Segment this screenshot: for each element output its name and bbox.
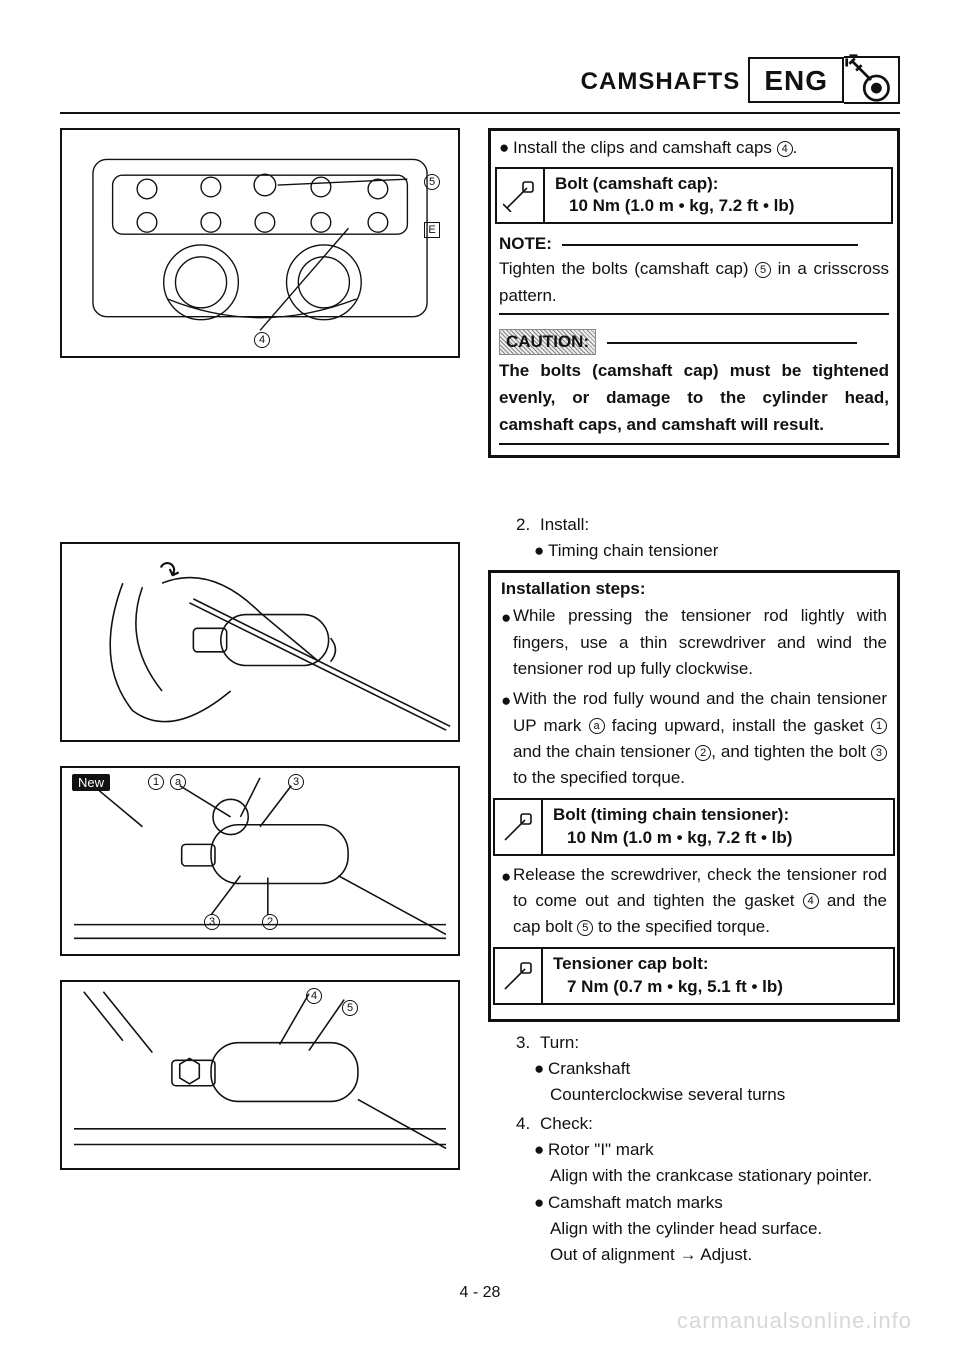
- torque-label: Tensioner cap bolt:: [553, 953, 783, 976]
- torque-icon: [497, 169, 545, 223]
- callout-4b: 4: [306, 988, 322, 1004]
- callout-1: 1: [148, 774, 164, 790]
- callout-3b: 3: [204, 914, 220, 930]
- caution: CAUTION: The bolts (camshaft cap) must b…: [499, 329, 889, 445]
- installation-steps-box: Installation steps: ● While pressing the…: [488, 570, 900, 1021]
- text: and the chain ten­sioner: [513, 742, 695, 761]
- install-head: Installation steps:: [501, 579, 887, 599]
- bullet-install-clips: ● Install the clips and camshaft caps 4.: [499, 135, 889, 161]
- callout-a: a: [170, 774, 186, 790]
- install-b2: ● With the rod fully wound and the chain…: [501, 686, 887, 791]
- text: to the speci­fied torque.: [593, 917, 770, 936]
- step-item: Crankshaft: [548, 1056, 630, 1082]
- text: , and tighten the bolt: [711, 742, 871, 761]
- ref-2: 2: [695, 745, 711, 761]
- figure-tensioner-wind: ↷: [60, 542, 460, 742]
- figure-camshaft-caps: 5 E 4: [60, 128, 460, 358]
- note: NOTE: Tighten the bolts (camshaft cap) 5…: [499, 234, 889, 315]
- step-num: 4.: [516, 1111, 540, 1137]
- step-num: 2.: [516, 512, 540, 538]
- header-rule: [60, 112, 900, 114]
- callout-3: 3: [288, 774, 304, 790]
- ref-4b: 4: [803, 893, 819, 909]
- step-item: Rotor "I" mark: [548, 1137, 654, 1163]
- caution-label: CAUTION:: [499, 329, 596, 355]
- step-item: Timing chain tensioner: [548, 538, 718, 564]
- engine-icon: [844, 56, 900, 104]
- step-sub: Out of alignment → Adjust.: [550, 1242, 900, 1268]
- callout-5: 5: [424, 174, 440, 190]
- page-header: CAMSHAFTS ENG: [581, 56, 900, 104]
- text: Tighten the bolts (camshaft cap): [499, 259, 755, 278]
- torque-chain-tensioner: Bolt (timing chain tensioner): 10 Nm (1.…: [493, 798, 895, 856]
- callout-5b: 5: [342, 1000, 358, 1016]
- torque-label: Bolt (camshaft cap):: [555, 173, 794, 196]
- new-badge: New: [72, 774, 110, 791]
- step-item: Camshaft match marks: [548, 1190, 723, 1216]
- ref-5b: 5: [577, 920, 593, 936]
- torque-value: 10 Nm (1.0 m • kg, 7.2 ft • lb): [555, 195, 794, 218]
- callout-4: 4: [254, 332, 270, 348]
- section-title: CAMSHAFTS: [581, 68, 741, 104]
- text: to the specified torque.: [513, 768, 685, 787]
- figures-column: 5 E 4 ↷: [60, 128, 460, 1269]
- callout-E: E: [424, 222, 440, 238]
- step-label: Check:: [540, 1114, 593, 1133]
- torque-value: 7 Nm (0.7 m • kg, 5.1 ft • lb): [553, 976, 783, 999]
- caution-body: The bolts (camshaft cap) must be tight­e…: [499, 357, 889, 439]
- torque-label: Bolt (timing chain tensioner):: [553, 804, 792, 827]
- page: CAMSHAFTS ENG: [0, 0, 960, 1358]
- note-label: NOTE:: [499, 234, 552, 254]
- watermark: carmanualsonline.info: [677, 1308, 912, 1334]
- callout-2: 2: [262, 914, 278, 930]
- step-label: Install:: [540, 515, 589, 534]
- text: While pressing the tensioner rod lightly…: [513, 603, 887, 682]
- ref-5: 5: [755, 262, 771, 278]
- torque-icon: [495, 949, 543, 1003]
- torque-icon: [495, 800, 543, 854]
- step-sub: Align with the crankcase stationary poin…: [550, 1163, 900, 1189]
- install-clips-block: ● Install the clips and camshaft caps 4.…: [488, 128, 900, 458]
- text: facing upward, install the gasket: [605, 716, 871, 735]
- step-3: 3.Turn: ●Crankshaft Counterclockwise sev…: [488, 1030, 900, 1109]
- install-b3: ● Release the screwdriver, check the ten…: [501, 862, 887, 941]
- step-label: Turn:: [540, 1033, 579, 1052]
- eng-badge: ENG: [748, 57, 844, 103]
- step-4: 4.Check: ●Rotor "I" mark Align with the …: [488, 1111, 900, 1269]
- figure-tensioner-install: New 1 a: [60, 766, 460, 956]
- step-2: 2.Install: ●Timing chain tensioner: [488, 512, 900, 565]
- page-number: 4 - 28: [0, 1284, 960, 1302]
- torque-cap-bolt: Tensioner cap bolt: 7 Nm (0.7 m • kg, 5.…: [493, 947, 895, 1005]
- step-sub: Counterclockwise several turns: [550, 1082, 900, 1108]
- ref-3: 3: [871, 745, 887, 761]
- ref-1: 1: [871, 718, 887, 734]
- install-b1: ● While pressing the tensioner rod light…: [501, 603, 887, 682]
- torque-value: 10 Nm (1.0 m • kg, 7.2 ft • lb): [553, 827, 792, 850]
- text: Install the clips and camshaft caps: [513, 138, 777, 157]
- ref-a: a: [589, 718, 605, 734]
- step-num: 3.: [516, 1030, 540, 1056]
- text-column: ● Install the clips and camshaft caps 4.…: [488, 128, 900, 1269]
- step-sub: Align with the cylinder head surface.: [550, 1216, 900, 1242]
- figure-cap-bolt: 4 5: [60, 980, 460, 1170]
- text: .: [793, 138, 798, 157]
- ref-4: 4: [777, 141, 793, 157]
- torque-camshaft-cap: Bolt (camshaft cap): 10 Nm (1.0 m • kg, …: [495, 167, 893, 225]
